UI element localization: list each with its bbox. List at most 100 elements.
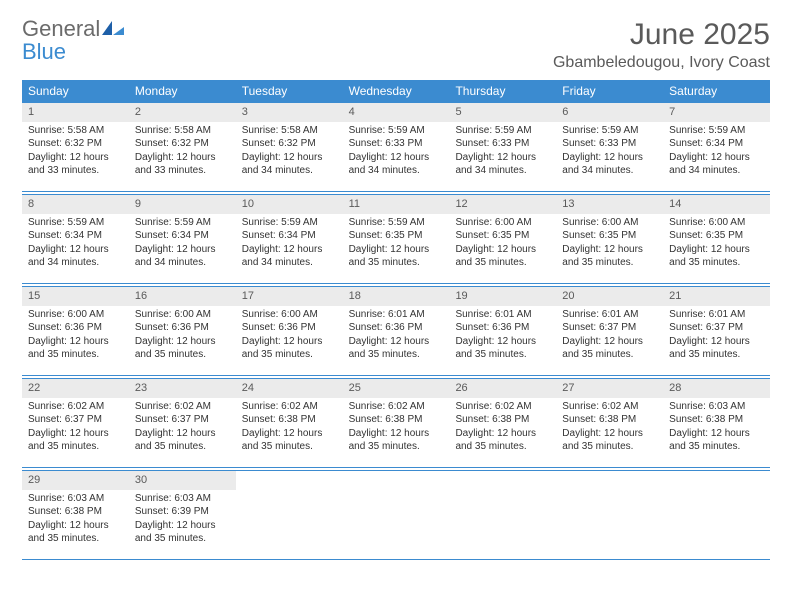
col-head-saturday: Saturday	[663, 80, 770, 102]
calendar-day	[449, 471, 556, 559]
day-number: 10	[236, 195, 343, 214]
sunrise-text: Sunrise: 5:58 AM	[242, 124, 337, 138]
sunset-text: Sunset: 6:34 PM	[242, 229, 337, 243]
location-text: Gbambeledougou, Ivory Coast	[553, 54, 770, 72]
sunset-text: Sunset: 6:32 PM	[242, 137, 337, 151]
day-body: Sunrise: 6:02 AMSunset: 6:38 PMDaylight:…	[343, 398, 450, 460]
col-head-sunday: Sunday	[22, 80, 129, 102]
sunrise-text: Sunrise: 5:58 AM	[28, 124, 123, 138]
sunrise-text: Sunrise: 6:00 AM	[562, 216, 657, 230]
day-body: Sunrise: 6:00 AMSunset: 6:36 PMDaylight:…	[22, 306, 129, 368]
day-number: 21	[663, 287, 770, 306]
sunrise-text: Sunrise: 5:59 AM	[455, 124, 550, 138]
calendar-day: 26Sunrise: 6:02 AMSunset: 6:38 PMDayligh…	[449, 379, 556, 467]
sunset-text: Sunset: 6:38 PM	[669, 413, 764, 427]
sunrise-text: Sunrise: 6:02 AM	[455, 400, 550, 414]
day-number: 24	[236, 379, 343, 398]
sunrise-text: Sunrise: 6:01 AM	[562, 308, 657, 322]
daylight-text: Daylight: 12 hours and 35 minutes.	[562, 427, 657, 454]
day-number: 8	[22, 195, 129, 214]
daylight-text: Daylight: 12 hours and 34 minutes.	[242, 151, 337, 178]
day-body: Sunrise: 5:58 AMSunset: 6:32 PMDaylight:…	[236, 122, 343, 184]
day-number: 13	[556, 195, 663, 214]
day-number: 25	[343, 379, 450, 398]
day-body: Sunrise: 6:02 AMSunset: 6:37 PMDaylight:…	[22, 398, 129, 460]
sunset-text: Sunset: 6:36 PM	[135, 321, 230, 335]
calendar-day: 1Sunrise: 5:58 AMSunset: 6:32 PMDaylight…	[22, 103, 129, 191]
sunset-text: Sunset: 6:32 PM	[135, 137, 230, 151]
day-number: 26	[449, 379, 556, 398]
sunrise-text: Sunrise: 5:59 AM	[349, 216, 444, 230]
calendar-day: 19Sunrise: 6:01 AMSunset: 6:36 PMDayligh…	[449, 287, 556, 375]
day-number: 20	[556, 287, 663, 306]
daylight-text: Daylight: 12 hours and 35 minutes.	[669, 427, 764, 454]
sunrise-text: Sunrise: 5:59 AM	[242, 216, 337, 230]
calendar-day: 25Sunrise: 6:02 AMSunset: 6:38 PMDayligh…	[343, 379, 450, 467]
sunrise-text: Sunrise: 6:03 AM	[669, 400, 764, 414]
calendar-day	[343, 471, 450, 559]
logo-word-general: General	[22, 16, 100, 41]
calendar-day: 8Sunrise: 5:59 AMSunset: 6:34 PMDaylight…	[22, 195, 129, 283]
daylight-text: Daylight: 12 hours and 35 minutes.	[28, 335, 123, 362]
calendar-day: 7Sunrise: 5:59 AMSunset: 6:34 PMDaylight…	[663, 103, 770, 191]
sunrise-text: Sunrise: 6:01 AM	[669, 308, 764, 322]
sunrise-text: Sunrise: 6:02 AM	[28, 400, 123, 414]
day-body: Sunrise: 6:03 AMSunset: 6:39 PMDaylight:…	[129, 490, 236, 552]
day-number: 6	[556, 103, 663, 122]
sunset-text: Sunset: 6:35 PM	[349, 229, 444, 243]
calendar-day: 27Sunrise: 6:02 AMSunset: 6:38 PMDayligh…	[556, 379, 663, 467]
day-number: 5	[449, 103, 556, 122]
sunset-text: Sunset: 6:35 PM	[669, 229, 764, 243]
sunrise-text: Sunrise: 5:59 AM	[562, 124, 657, 138]
sunset-text: Sunset: 6:35 PM	[455, 229, 550, 243]
day-number: 1	[22, 103, 129, 122]
daylight-text: Daylight: 12 hours and 34 minutes.	[562, 151, 657, 178]
col-head-thursday: Thursday	[449, 80, 556, 102]
day-number: 17	[236, 287, 343, 306]
day-number: 11	[343, 195, 450, 214]
sunset-text: Sunset: 6:33 PM	[455, 137, 550, 151]
day-number: 7	[663, 103, 770, 122]
page-title: June 2025	[553, 18, 770, 52]
calendar-week: 15Sunrise: 6:00 AMSunset: 6:36 PMDayligh…	[22, 286, 770, 376]
day-body: Sunrise: 5:59 AMSunset: 6:34 PMDaylight:…	[236, 214, 343, 276]
day-body: Sunrise: 6:03 AMSunset: 6:38 PMDaylight:…	[22, 490, 129, 552]
day-body: Sunrise: 6:00 AMSunset: 6:36 PMDaylight:…	[129, 306, 236, 368]
daylight-text: Daylight: 12 hours and 35 minutes.	[562, 335, 657, 362]
daylight-text: Daylight: 12 hours and 35 minutes.	[28, 519, 123, 546]
daylight-text: Daylight: 12 hours and 34 minutes.	[135, 243, 230, 270]
daylight-text: Daylight: 12 hours and 34 minutes.	[455, 151, 550, 178]
day-number: 12	[449, 195, 556, 214]
sunset-text: Sunset: 6:33 PM	[562, 137, 657, 151]
calendar-day: 28Sunrise: 6:03 AMSunset: 6:38 PMDayligh…	[663, 379, 770, 467]
calendar-day: 14Sunrise: 6:00 AMSunset: 6:35 PMDayligh…	[663, 195, 770, 283]
logo: GeneralBlue	[22, 18, 124, 63]
day-body: Sunrise: 6:02 AMSunset: 6:38 PMDaylight:…	[236, 398, 343, 460]
sunrise-text: Sunrise: 6:00 AM	[455, 216, 550, 230]
sunset-text: Sunset: 6:33 PM	[349, 137, 444, 151]
calendar-day: 17Sunrise: 6:00 AMSunset: 6:36 PMDayligh…	[236, 287, 343, 375]
day-number: 15	[22, 287, 129, 306]
day-body: Sunrise: 5:58 AMSunset: 6:32 PMDaylight:…	[22, 122, 129, 184]
calendar-week: 1Sunrise: 5:58 AMSunset: 6:32 PMDaylight…	[22, 102, 770, 192]
sunset-text: Sunset: 6:38 PM	[455, 413, 550, 427]
sunset-text: Sunset: 6:36 PM	[455, 321, 550, 335]
day-body: Sunrise: 6:01 AMSunset: 6:37 PMDaylight:…	[556, 306, 663, 368]
daylight-text: Daylight: 12 hours and 34 minutes.	[242, 243, 337, 270]
daylight-text: Daylight: 12 hours and 33 minutes.	[28, 151, 123, 178]
day-body: Sunrise: 6:03 AMSunset: 6:38 PMDaylight:…	[663, 398, 770, 460]
day-number: 22	[22, 379, 129, 398]
sunrise-text: Sunrise: 6:02 AM	[135, 400, 230, 414]
day-body: Sunrise: 5:58 AMSunset: 6:32 PMDaylight:…	[129, 122, 236, 184]
calendar-day: 22Sunrise: 6:02 AMSunset: 6:37 PMDayligh…	[22, 379, 129, 467]
day-body: Sunrise: 6:02 AMSunset: 6:38 PMDaylight:…	[556, 398, 663, 460]
sunrise-text: Sunrise: 5:59 AM	[135, 216, 230, 230]
calendar-day: 15Sunrise: 6:00 AMSunset: 6:36 PMDayligh…	[22, 287, 129, 375]
header: GeneralBlue June 2025 Gbambeledougou, Iv…	[22, 18, 770, 72]
day-number: 29	[22, 471, 129, 490]
daylight-text: Daylight: 12 hours and 34 minutes.	[28, 243, 123, 270]
day-body: Sunrise: 6:02 AMSunset: 6:38 PMDaylight:…	[449, 398, 556, 460]
calendar-header-row: Sunday Monday Tuesday Wednesday Thursday…	[22, 80, 770, 102]
calendar-week: 8Sunrise: 5:59 AMSunset: 6:34 PMDaylight…	[22, 194, 770, 284]
sunrise-text: Sunrise: 5:59 AM	[669, 124, 764, 138]
